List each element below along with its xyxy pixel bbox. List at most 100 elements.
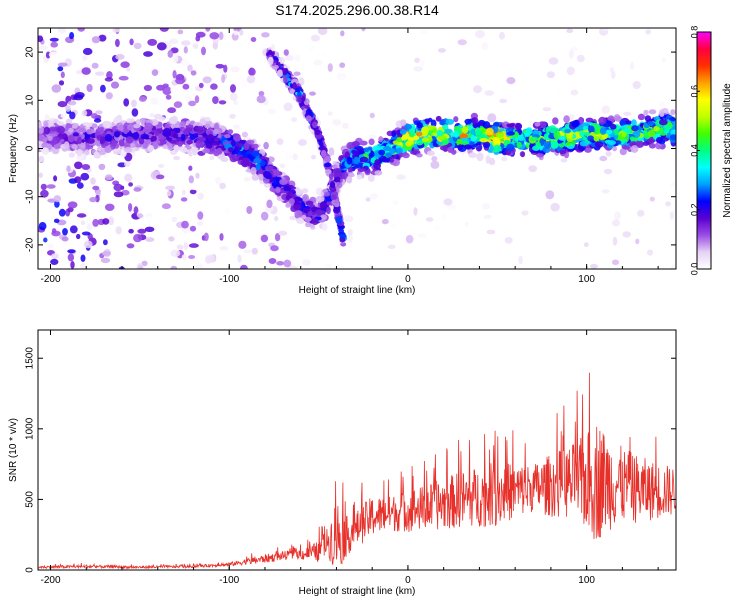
feature-blob [339,233,347,239]
noise-blob [209,32,220,40]
noise-blob [105,92,113,100]
noise-blob [80,220,86,226]
feature-blob [47,135,53,141]
feature-blob [495,132,505,138]
feature-blob [246,139,255,145]
colorbar-label: Normalized spectral amplitude [722,83,733,218]
feature-blob [155,128,163,133]
noise-blob [171,216,178,223]
feature-blob [619,148,627,156]
noise-blob [261,32,270,38]
noise-blob [182,83,190,90]
noise-blob [601,28,610,32]
noise-blob [176,244,184,250]
feature-blob [328,172,334,180]
feature-blob [301,188,309,194]
noise-blob [65,105,71,112]
noise-blob [658,101,665,107]
feature-blob [565,141,572,147]
feature-blob [264,165,274,171]
noise-blob [336,72,346,81]
noise-blob [433,225,442,230]
feature-blob [283,75,288,84]
feature-blob [374,159,381,165]
feature-blob [270,43,275,52]
feature-blob [582,122,590,128]
feature-blob [642,141,650,146]
noise-blob [74,161,83,170]
feature-blob [605,151,612,157]
feature-blob [475,127,481,136]
noise-blob [283,259,292,268]
noise-blob [665,201,671,207]
noise-blob [101,251,111,256]
feature-blob [183,129,190,135]
feature-blob [372,145,381,151]
feature-blob [227,147,234,153]
feature-blob [243,142,250,151]
noise-blob [172,70,177,79]
feature-blob [653,125,660,132]
noise-blob [368,134,378,140]
feature-blob [440,145,445,151]
noise-blob [499,103,505,109]
noise-blob [239,264,248,269]
noise-blob [298,139,307,146]
noise-blob [73,94,84,101]
noise-blob [190,185,200,191]
noise-blob [81,164,91,170]
noise-blob [661,57,667,63]
noise-blob [67,253,75,262]
noise-blob [165,185,176,191]
feature-blob [629,136,636,141]
feature-blob [543,141,552,149]
feature-blob [378,136,384,143]
noise-blob [311,154,316,160]
noise-blob [98,163,106,171]
chart-title: S174.2025.296.00.38.R14 [275,2,439,18]
noise-blob [267,108,277,115]
feature-blob [459,134,468,139]
feature-blob [71,124,78,129]
feature-blob [471,117,479,124]
feature-blob [323,162,332,168]
noise-blob [181,40,191,46]
feature-blob [293,204,302,211]
noise-blob [113,183,123,192]
noise-blob [147,38,158,46]
noise-blob [270,245,279,252]
feature-blob [435,115,442,122]
feature-blob [114,116,120,124]
noise-blob [599,155,608,162]
feature-blob [195,126,204,133]
noise-blob [38,45,48,51]
feature-blob [230,139,236,147]
feature-blob [301,96,306,102]
feature-blob [506,131,515,136]
noise-blob [75,69,84,75]
feature-blob [103,121,112,128]
feature-blob [111,139,117,147]
noise-blob [210,83,218,90]
feature-blob [625,120,633,125]
noise-blob [603,168,613,175]
noise-blob [67,201,78,209]
noise-blob [327,111,333,116]
noise-blob [283,49,289,56]
x-axis-title: Height of straight line (km) [299,285,416,296]
noise-blob [484,90,495,96]
x-tick-label: 0 [405,575,411,586]
feature-blob [285,203,291,208]
noise-blob [250,37,257,42]
noise-blob [168,236,175,242]
feature-blob [415,131,423,137]
feature-blob [621,131,627,137]
feature-blob [124,146,133,153]
feature-blob [203,148,210,154]
feature-blob [140,133,150,140]
feature-blob [564,128,571,134]
noise-blob [414,57,420,64]
feature-blob [424,118,430,124]
noise-blob [43,237,48,243]
